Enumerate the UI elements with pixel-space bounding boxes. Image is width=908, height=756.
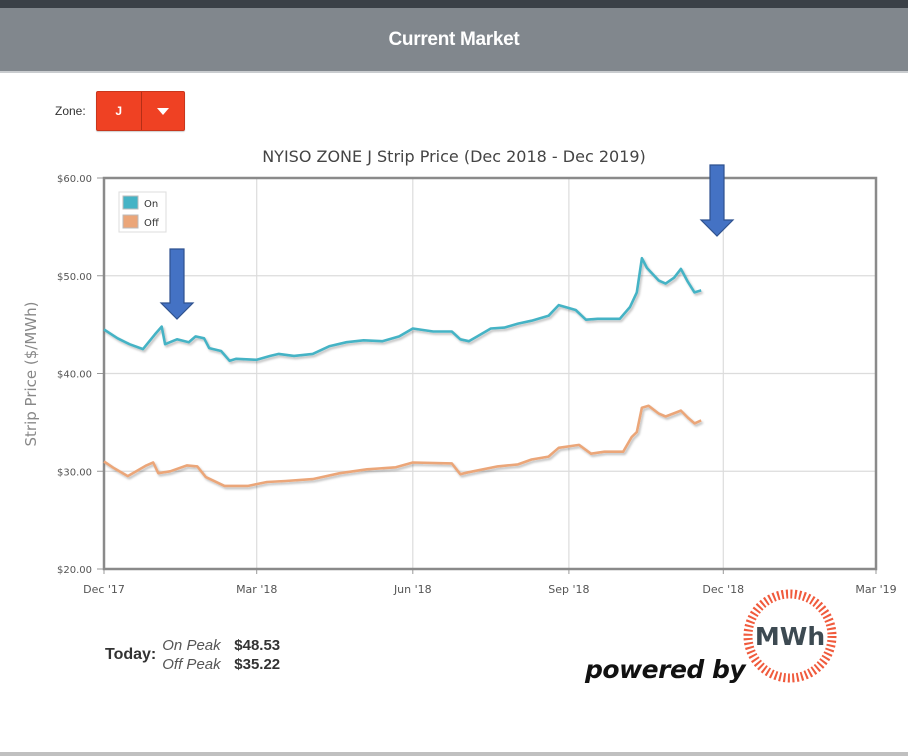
top-bar [0, 0, 908, 8]
panel-header: Current Market [0, 8, 908, 73]
today-off-peak-row: Off Peak $35.22 [162, 655, 280, 674]
today-label: Today: [105, 646, 157, 663]
legend-label-on: On [144, 199, 158, 210]
on-peak-value: $48.53 [234, 637, 281, 654]
x-tick-label: Mar '19 [855, 583, 896, 596]
series-line-on[interactable] [103, 256, 702, 363]
off-peak-label: Off Peak [162, 656, 221, 673]
zone-dropdown-toggle[interactable] [142, 92, 184, 130]
y-tick-label: $20.00 [57, 565, 92, 576]
chart-title: NYISO ZONE J Strip Price (Dec 2018 - Dec… [262, 147, 646, 166]
zone-selected-value[interactable]: J [97, 92, 142, 130]
plot-frame [102, 176, 878, 571]
chart-grid [104, 178, 876, 569]
panel-title: Current Market [388, 28, 520, 50]
x-tick-label: Mar '18 [236, 583, 277, 596]
off-peak-value: $35.22 [234, 656, 281, 673]
y-tick-label: $50.00 [57, 272, 92, 283]
x-tick-label: Dec '17 [83, 583, 125, 596]
chart-series [103, 256, 702, 488]
caret-down-icon [156, 107, 169, 115]
strip-price-chart: NYISO ZONE J Strip Price (Dec 2018 - Dec… [22, 147, 897, 596]
x-tick-label: Dec '18 [702, 583, 744, 596]
legend-label-off: Off [144, 218, 160, 229]
logo-text: MWh [755, 622, 825, 651]
annotation-arrow-down-icon [159, 248, 195, 320]
legend-swatch-on-icon [122, 195, 139, 210]
annotation-arrow-down-icon [699, 164, 735, 237]
series-line-off[interactable] [103, 404, 702, 488]
bottom-border [0, 752, 908, 756]
x-tick-label: Sep '18 [548, 583, 589, 596]
y-tick-label: $60.00 [57, 174, 92, 185]
today-on-peak-row: On Peak $48.53 [162, 636, 280, 655]
y-axis-ticks: $20.00 $30.00 $40.00 $50.00 $60.00 [57, 174, 104, 576]
y-axis-label: Strip Price ($/MWh) [22, 302, 40, 447]
powered-by-text: powered by [585, 655, 746, 684]
y-tick-label: $40.00 [57, 370, 92, 381]
zone-dropdown[interactable]: J [95, 91, 185, 131]
chart-legend[interactable]: On Off [118, 191, 167, 233]
legend-item-off[interactable]: Off [122, 214, 160, 229]
today-prices: Today: On Peak $48.53 Off Peak $35.22 [105, 636, 280, 674]
zone-label: Zone: [55, 104, 86, 118]
y-tick-label: $30.00 [57, 467, 92, 478]
legend-swatch-off-icon [122, 214, 139, 229]
x-tick-label: Jun '18 [393, 583, 432, 596]
legend-item-on[interactable]: On [122, 195, 158, 210]
on-peak-label: On Peak [162, 637, 221, 654]
zone-selector: Zone: J [55, 91, 185, 131]
mwh-logo: MWh [743, 589, 837, 683]
